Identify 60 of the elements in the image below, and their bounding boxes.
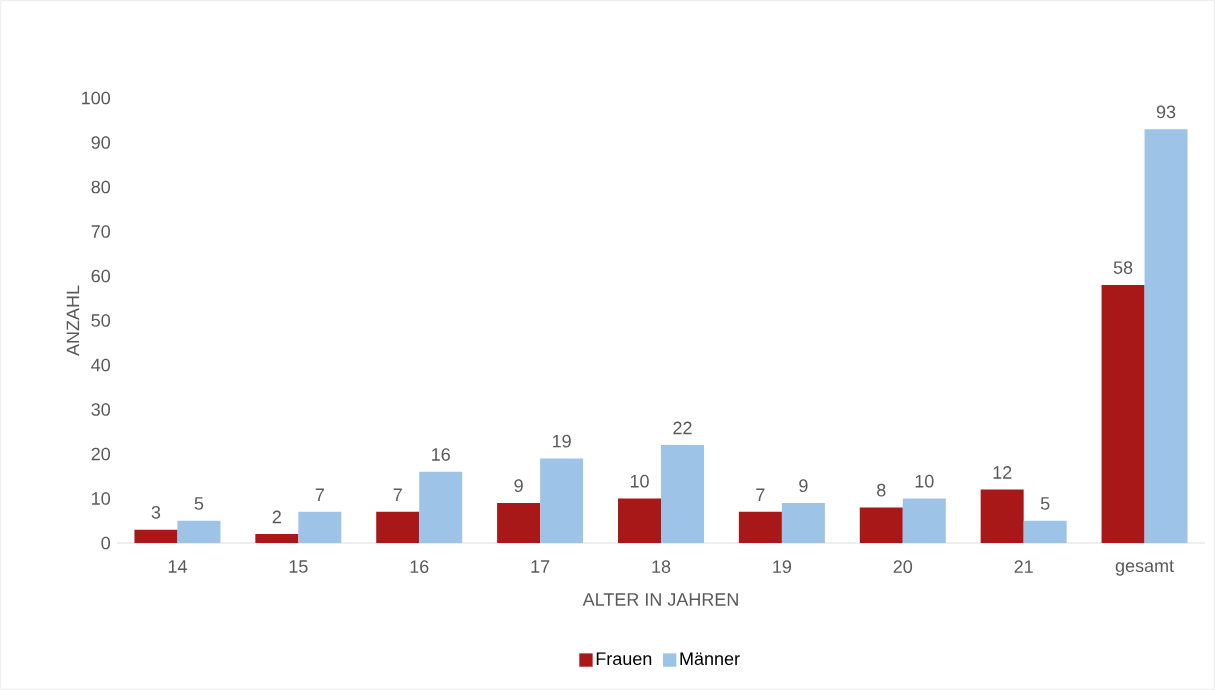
legend-label: Frauen: [596, 652, 652, 666]
bar: [1101, 284, 1145, 543]
bar: [255, 534, 299, 543]
x-tick-label: 17: [531, 560, 550, 573]
bar: [1023, 520, 1067, 543]
x-axis-title: ALTER IN JAHREN: [582, 593, 738, 606]
bar: [781, 502, 825, 543]
x-tick-label: 19: [773, 560, 792, 574]
x-tick-label: 21: [1014, 560, 1033, 573]
data-label: 5: [1040, 497, 1050, 510]
data-label: 7: [393, 488, 402, 501]
bar: [859, 507, 903, 543]
bar: [1144, 129, 1188, 543]
y-axis-title: ANZAHL: [66, 285, 80, 356]
bar: [618, 498, 661, 543]
data-label: 16: [432, 448, 450, 461]
data-label: 8: [877, 483, 886, 497]
x-tick-label: gesamt: [1115, 560, 1174, 576]
y-tick-label: 40: [91, 358, 111, 372]
data-label: 12: [993, 466, 1012, 479]
x-tick-label: 15: [289, 560, 308, 573]
data-label: 19: [552, 434, 571, 448]
x-tick-label: 18: [652, 560, 671, 574]
y-tick-label: 90: [91, 136, 111, 149]
legend-label: Männer: [680, 652, 740, 666]
data-label: 5: [194, 497, 204, 510]
bar: [177, 520, 221, 543]
x-tick-label: 20: [893, 560, 913, 574]
x-tick-label: 14: [168, 560, 187, 573]
bar: [376, 511, 420, 543]
data-label: 2: [272, 510, 281, 524]
data-label: 7: [315, 488, 324, 501]
data-label: 93: [1156, 105, 1176, 119]
bar: [980, 489, 1024, 543]
data-label: 9: [514, 479, 523, 493]
y-tick-label: 100: [82, 91, 111, 105]
bar: [661, 445, 704, 543]
y-tick-label: 80: [91, 180, 111, 194]
bar: [419, 471, 463, 543]
bar: [497, 502, 541, 543]
bar: [738, 511, 782, 543]
bar: [902, 498, 946, 543]
y-tick-label: 10: [92, 492, 111, 505]
data-label: 10: [630, 474, 649, 488]
bar: [298, 511, 342, 543]
data-label: 3: [151, 505, 161, 519]
data-label: 58: [1113, 261, 1133, 274]
data-label: 22: [673, 421, 692, 435]
data-label: 10: [915, 474, 934, 488]
data-label: 9: [799, 479, 808, 493]
y-tick-label: 70: [91, 225, 111, 238]
y-tick-label: 0: [101, 536, 111, 550]
x-tick-label: 16: [410, 560, 429, 574]
bar: [134, 529, 178, 543]
data-label: 7: [756, 488, 765, 501]
y-tick-label: 60: [91, 269, 111, 283]
y-tick-label: 50: [91, 314, 111, 327]
bar: [540, 458, 584, 543]
y-tick-label: 30: [91, 403, 111, 416]
y-tick-label: 20: [91, 447, 111, 461]
